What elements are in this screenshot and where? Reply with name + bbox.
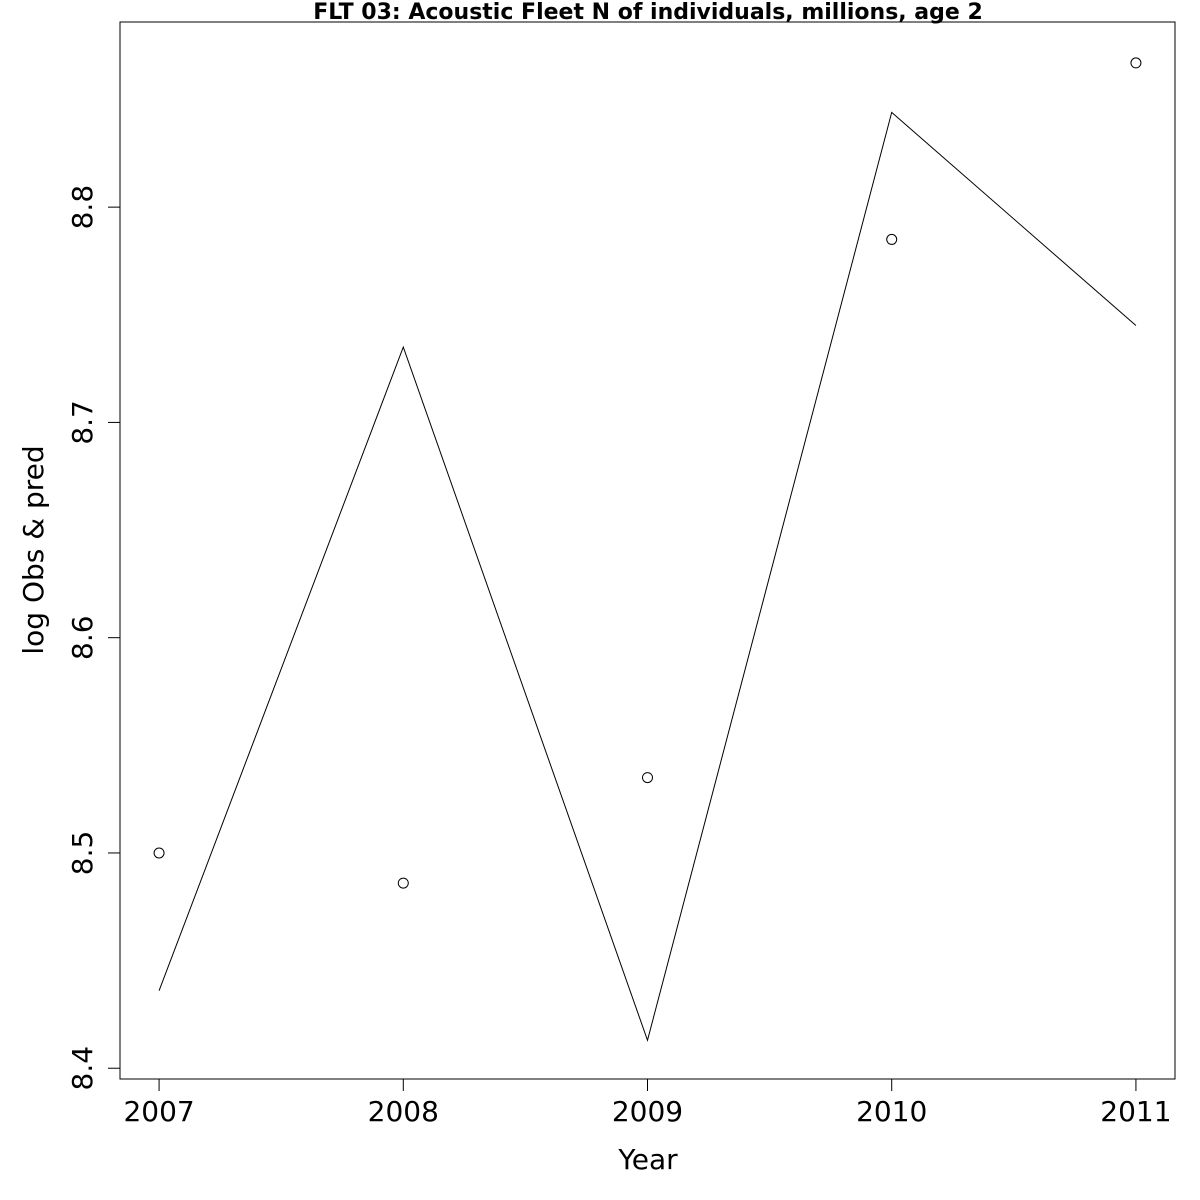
plot-box (119, 21, 1176, 1080)
chart-title: FLT 03: Acoustic Fleet N of individuals,… (313, 0, 983, 25)
x-tick-label: 2011 (1100, 1095, 1171, 1128)
x-tick-label: 2010 (856, 1095, 927, 1128)
point (397, 877, 409, 889)
point (153, 847, 165, 859)
point (642, 772, 653, 784)
x-tick-label: 2007 (123, 1095, 194, 1128)
x-tick-label: 2009 (612, 1095, 683, 1128)
y-axis-label: log Obs & pred (17, 445, 50, 654)
x-axis-label: Year (617, 1143, 678, 1176)
y-tick-label: 8.7 (66, 400, 99, 445)
point (886, 233, 898, 245)
y-tick-label: 8.5 (66, 831, 99, 876)
y-tick-label: 8.4 (66, 1046, 99, 1091)
x-tick-label: 2008 (368, 1095, 439, 1128)
line (158, 111, 1137, 1042)
point (1130, 57, 1142, 69)
y-tick-label: 8.8 (66, 185, 99, 230)
y-tick-label: 8.6 (66, 615, 99, 660)
